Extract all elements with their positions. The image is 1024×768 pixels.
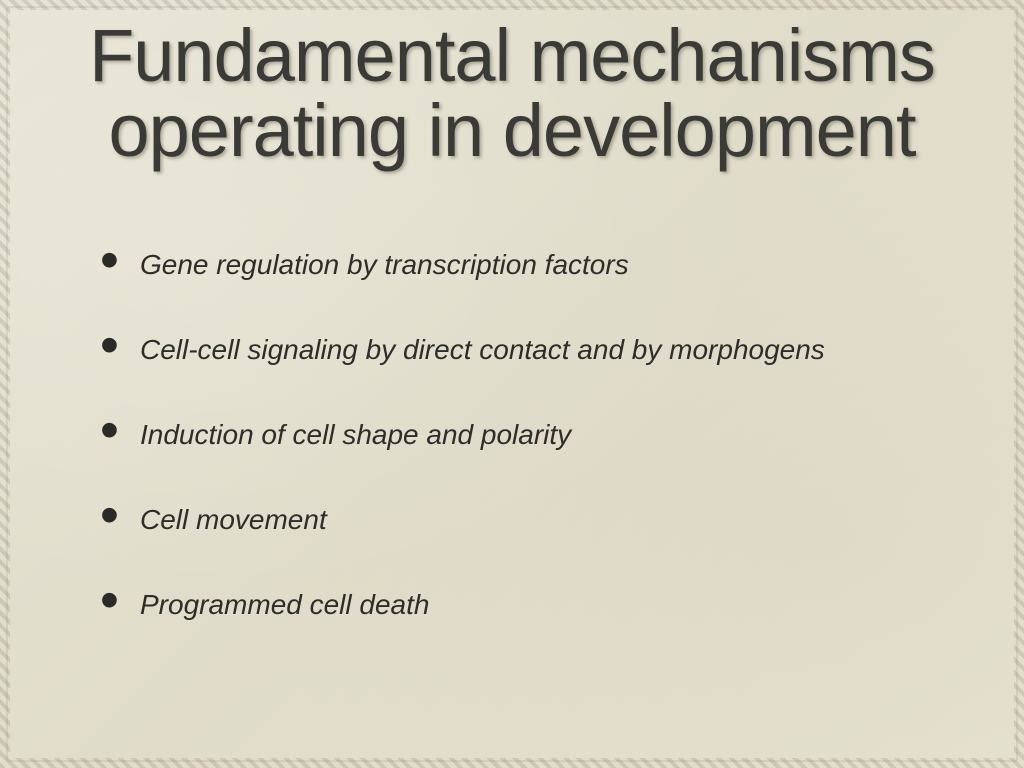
bullet-list: Gene regulation by transcription factors… [60, 247, 964, 622]
list-item: Cell-cell signaling by direct contact an… [100, 332, 964, 367]
list-item: Cell movement [100, 502, 964, 537]
list-item: Gene regulation by transcription factors [100, 247, 964, 282]
slide-title: Fundamental mechanisms operating in deve… [60, 18, 964, 169]
list-item: Induction of cell shape and polarity [100, 417, 964, 452]
list-item: Programmed cell death [100, 587, 964, 622]
slide: Fundamental mechanisms operating in deve… [0, 0, 1024, 768]
